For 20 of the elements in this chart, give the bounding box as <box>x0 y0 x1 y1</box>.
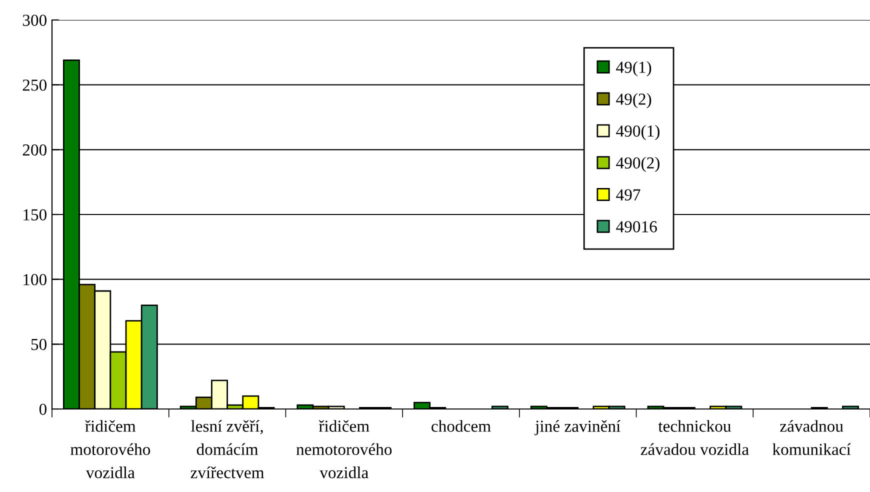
y-tick-label: 0 <box>39 404 47 415</box>
x-tick-label: technickou závadou vozidla <box>640 420 749 456</box>
legend-label: 490(1) <box>616 124 660 140</box>
y-tick-label: 200 <box>22 144 47 156</box>
x-tick-label: řidičem motorového vozidla <box>70 420 150 478</box>
legend-label: 49(2) <box>616 93 652 108</box>
x-tick-label: řidičem nemotorového vozidla <box>296 420 392 478</box>
legend-label: 49016 <box>616 221 657 232</box>
x-tick-label: chodcem <box>432 420 491 432</box>
legend-label: 497 <box>616 189 640 200</box>
legend-label: 49(1) <box>616 61 652 76</box>
y-tick-label: 300 <box>22 14 47 26</box>
x-tick-label: jiné zavinění <box>534 420 620 436</box>
legend-label: 490(2) <box>616 156 660 172</box>
y-tick-label: 50 <box>31 338 47 350</box>
y-tick-label: 100 <box>24 274 47 286</box>
x-tick-label: lesní zvěří, domácím zvířectvem <box>190 420 264 478</box>
y-tick-label: 250 <box>22 80 47 91</box>
y-tick-label: 150 <box>24 209 47 220</box>
x-tick-label: závadnou komunikací <box>772 420 851 456</box>
